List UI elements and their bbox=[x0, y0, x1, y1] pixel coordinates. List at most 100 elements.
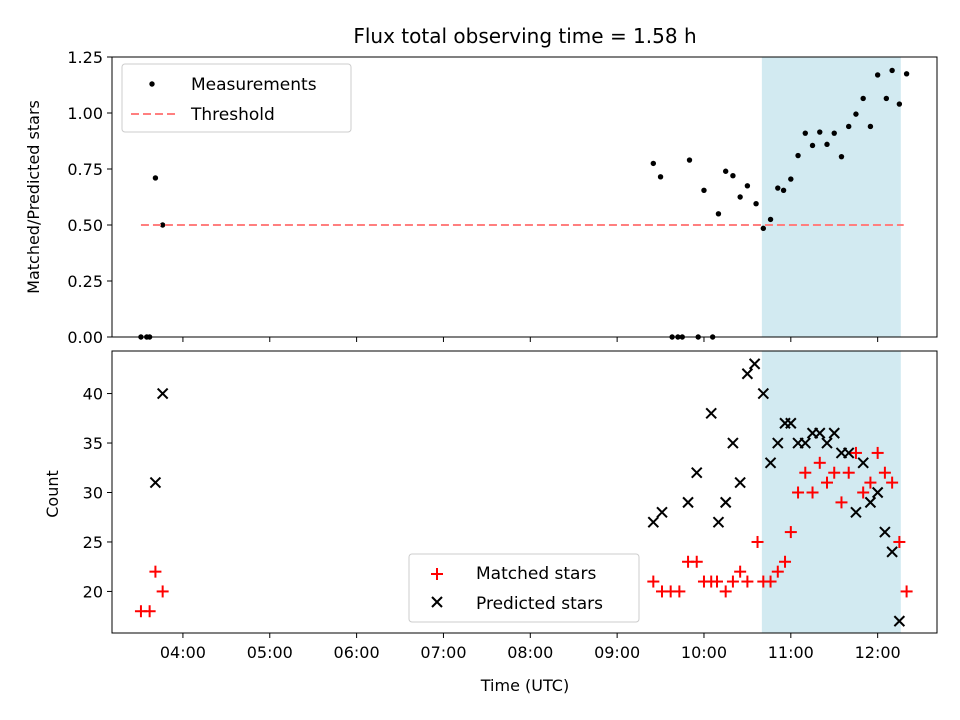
matched-star-point bbox=[828, 466, 841, 479]
matched-star-point bbox=[857, 486, 870, 499]
predicted-star-point bbox=[734, 476, 746, 489]
measurement-point bbox=[701, 187, 707, 193]
top-panel-frame bbox=[111, 56, 938, 338]
measurement-point bbox=[809, 142, 816, 149]
matched-star-point bbox=[842, 466, 855, 479]
matched-star-point bbox=[792, 486, 805, 499]
y-tick-label: 0.00 bbox=[67, 328, 103, 347]
predicted-star-point bbox=[857, 457, 869, 469]
matched-star-point bbox=[673, 585, 686, 598]
matched-star-point bbox=[156, 585, 169, 598]
measurement-point bbox=[903, 71, 910, 77]
matched-star-point bbox=[806, 486, 819, 499]
predicted-star-point bbox=[682, 496, 694, 509]
legend-predicted-marker bbox=[431, 596, 443, 608]
top-legend-box bbox=[121, 63, 352, 133]
y-tick-label: 1.25 bbox=[67, 48, 103, 67]
measurement-point bbox=[860, 95, 866, 102]
matched-star-point bbox=[726, 575, 739, 588]
x-tick-label: 07:00 bbox=[420, 643, 466, 662]
measurement-point bbox=[795, 152, 801, 159]
matched-star-point bbox=[871, 446, 884, 459]
measurement-point bbox=[802, 130, 808, 136]
matched-star-point bbox=[849, 446, 862, 459]
predicted-star-point bbox=[727, 437, 739, 449]
measurement-point bbox=[722, 168, 729, 174]
top-legend: Measurements Threshold bbox=[121, 63, 352, 133]
x-tick-label: 08:00 bbox=[507, 643, 553, 662]
predicted-star-point bbox=[149, 476, 162, 489]
matched-star-point bbox=[900, 585, 913, 598]
measurement-point bbox=[650, 160, 657, 167]
y-tick-label: 40 bbox=[83, 385, 103, 404]
predicted-star-point bbox=[772, 437, 784, 449]
matched-star-point bbox=[893, 535, 906, 548]
matched-star-point bbox=[711, 575, 723, 588]
measurement-point bbox=[767, 216, 774, 223]
matched-star-point bbox=[771, 565, 784, 578]
predicted-star-point bbox=[647, 516, 660, 528]
bottom-y-axis-label: Count bbox=[43, 470, 62, 518]
predicted-star-point bbox=[691, 466, 703, 479]
bottom-panel: 20 25 30 35 40 04:00 05:00 06:00 07:00 08:00 09:0… bbox=[43, 350, 938, 695]
predicted-star-point bbox=[712, 516, 725, 528]
top-y-axis-label: Matched/Predicted stars bbox=[24, 100, 43, 294]
matched-star-point bbox=[784, 526, 797, 539]
y-tick-label: 0.50 bbox=[67, 216, 103, 235]
y-tick-label: 1.00 bbox=[67, 104, 103, 123]
matched-star-point bbox=[779, 555, 792, 568]
matched-star-point bbox=[886, 476, 899, 489]
matched-star-point bbox=[690, 555, 703, 568]
matched-star-point bbox=[719, 585, 732, 598]
x-tick-label: 12:00 bbox=[855, 643, 901, 662]
y-tick-label: 30 bbox=[83, 483, 103, 502]
measurement-point bbox=[889, 67, 895, 74]
measurement-point bbox=[867, 123, 874, 130]
measurement-point bbox=[838, 153, 845, 160]
predicted-star-point bbox=[757, 387, 770, 400]
y-tick-label: 20 bbox=[83, 582, 103, 601]
legend-measurements-marker bbox=[149, 81, 155, 87]
bottom-legend-box bbox=[408, 553, 640, 623]
matched-star-point bbox=[751, 535, 764, 548]
predicted-star-point bbox=[748, 358, 761, 370]
legend-measurements-label: Measurements bbox=[191, 75, 317, 95]
legend-threshold-label: Threshold bbox=[190, 105, 275, 125]
predicted-star-point bbox=[156, 387, 169, 400]
matched-star-point bbox=[864, 476, 877, 489]
predicted-star-point bbox=[843, 447, 855, 459]
measurement-point bbox=[853, 111, 859, 117]
measurement-point bbox=[686, 157, 693, 163]
y-tick-label: 0.75 bbox=[67, 160, 103, 179]
predicted-star-point bbox=[785, 417, 797, 429]
predicted-star-point bbox=[656, 506, 668, 518]
y-tick-label: 35 bbox=[83, 434, 103, 453]
matched-star-point bbox=[143, 605, 156, 618]
predicted-star-point bbox=[893, 615, 906, 627]
measurement-point bbox=[159, 222, 166, 228]
measurement-point bbox=[760, 225, 767, 232]
matched-star-point bbox=[734, 565, 747, 578]
predicted-star-point bbox=[879, 526, 891, 538]
matched-star-point bbox=[813, 456, 826, 469]
predicted-star-point bbox=[719, 496, 732, 509]
measurement-point bbox=[831, 130, 837, 136]
measurement-point bbox=[657, 174, 664, 180]
x-tick-label: 10:00 bbox=[681, 643, 727, 662]
measurement-point bbox=[788, 176, 794, 182]
predicted-star-point bbox=[871, 486, 884, 499]
shaded-interval bbox=[761, 351, 901, 633]
top-panel: 0.00 0.25 0.50 0.75 1.00 1.25 Matched/Predict… bbox=[24, 48, 938, 347]
predicted-star-point bbox=[821, 437, 833, 449]
predicted-star-point bbox=[864, 496, 877, 509]
legend-matched-marker bbox=[431, 568, 443, 580]
matched-star-point bbox=[821, 476, 833, 489]
legend-matched-label: Matched stars bbox=[476, 564, 596, 584]
measurement-point bbox=[874, 72, 881, 78]
x-tick-label: 11:00 bbox=[768, 643, 814, 662]
measurement-point bbox=[715, 211, 722, 217]
measurement-point bbox=[896, 101, 903, 107]
matched-star-point bbox=[764, 575, 777, 588]
predicted-star-point bbox=[764, 457, 777, 469]
predicted-star-point bbox=[741, 368, 754, 380]
